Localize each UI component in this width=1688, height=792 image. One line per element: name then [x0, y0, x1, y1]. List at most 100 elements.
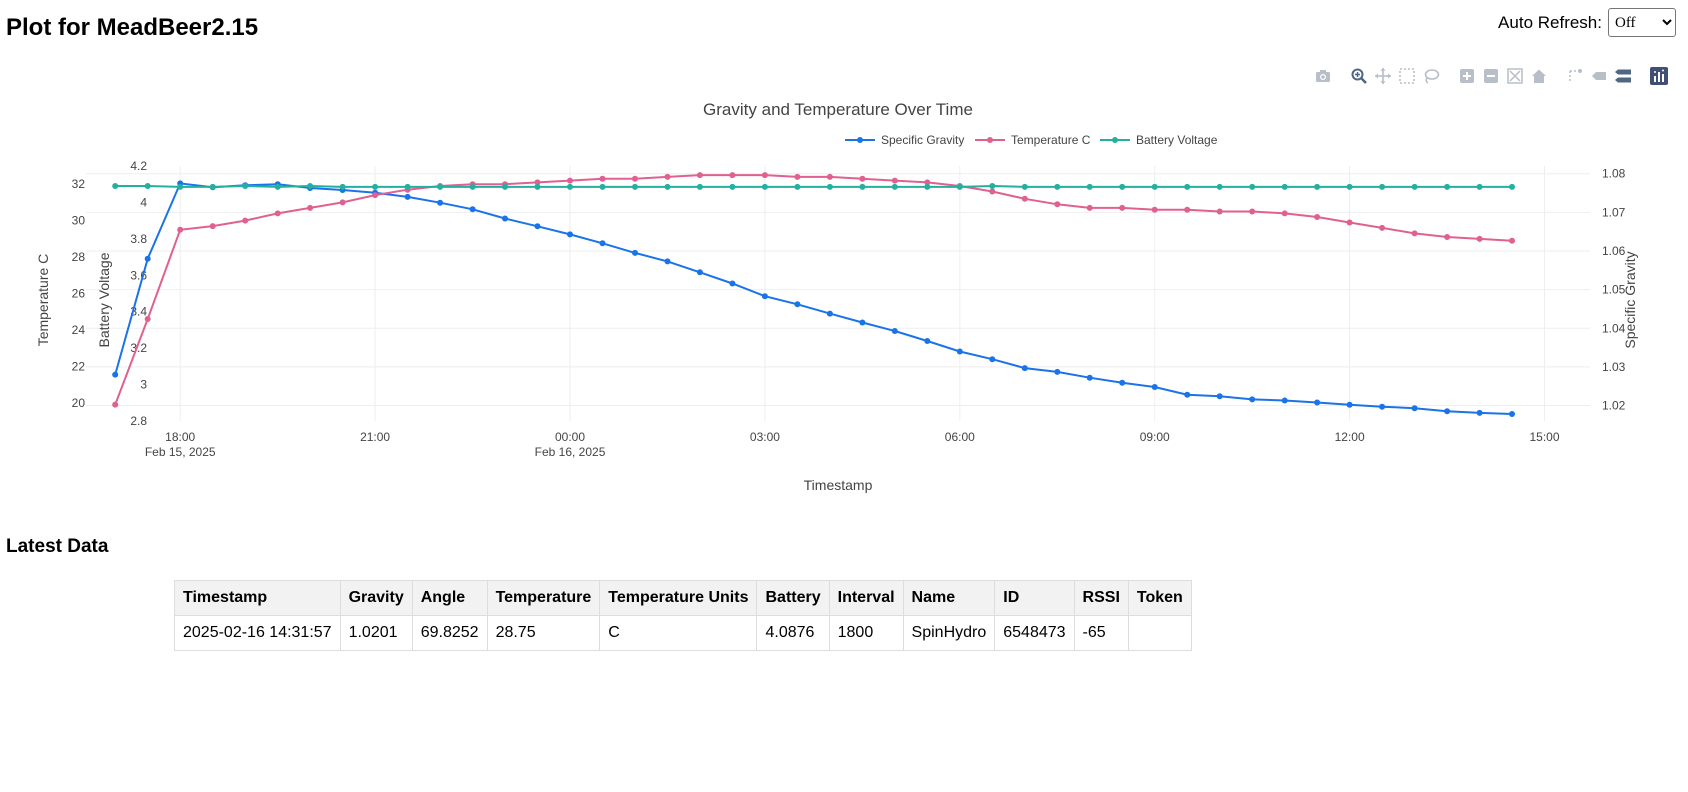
data-point	[696, 172, 703, 179]
data-point	[632, 183, 638, 190]
data-point	[1249, 208, 1256, 215]
data-point	[826, 173, 833, 180]
y-tick-label-gravity: 1.04	[1602, 321, 1626, 335]
data-point	[209, 183, 216, 190]
column-header: Gravity	[339, 580, 413, 616]
zoom-icon[interactable]	[1350, 67, 1368, 85]
x-tick-label: 21:00	[360, 430, 390, 444]
data-point	[112, 371, 119, 378]
data-point	[1379, 224, 1386, 231]
auto-refresh-select[interactable]: Off	[1608, 8, 1676, 37]
data-point	[956, 183, 963, 190]
zoom-out-icon[interactable]	[1482, 67, 1500, 85]
data-point	[242, 183, 249, 189]
y-tick-label-gravity: 1.05	[1602, 283, 1626, 297]
box-select-icon[interactable]	[1398, 67, 1416, 85]
column-header: Battery	[756, 580, 830, 616]
data-point	[339, 199, 346, 206]
data-point	[1086, 204, 1093, 211]
data-point	[1509, 237, 1515, 244]
data-point	[1119, 183, 1126, 190]
data-point	[1184, 183, 1191, 190]
data-point	[502, 215, 508, 222]
data-point	[209, 223, 216, 230]
autoscale-icon[interactable]	[1506, 67, 1524, 85]
table-cell: 4.0876	[756, 615, 830, 651]
zoom-in-icon[interactable]	[1458, 67, 1476, 85]
y-tick-label-temperature: 26	[72, 287, 86, 301]
chart-series	[112, 172, 1515, 417]
data-point	[1509, 183, 1515, 190]
data-point	[567, 183, 573, 190]
data-point	[1346, 401, 1353, 408]
camera-icon[interactable]	[1314, 67, 1332, 85]
column-header: Token	[1127, 580, 1192, 616]
pan-icon[interactable]	[1374, 67, 1392, 85]
data-point	[729, 183, 736, 190]
data-point	[1086, 374, 1093, 381]
data-point	[696, 183, 703, 190]
data-point	[1151, 384, 1158, 390]
data-point	[534, 183, 541, 190]
data-point	[632, 249, 638, 256]
table-cell: 1800	[828, 615, 904, 651]
reset-axes-icon[interactable]	[1530, 67, 1548, 85]
chart-grid	[86, 166, 1590, 421]
data-point	[891, 328, 898, 334]
y-tick-label-battery: 4	[140, 195, 147, 209]
data-point	[599, 175, 606, 182]
data-point	[307, 183, 314, 189]
series-line	[115, 184, 1512, 188]
data-point	[1346, 219, 1353, 226]
x-tick-label: 15:00	[1530, 430, 1560, 444]
data-point	[1379, 183, 1386, 190]
data-point	[794, 183, 801, 190]
data-point	[1249, 183, 1256, 190]
table-row: 2025-02-16 14:31:57 1.0201 69.8252 28.75 C 4.…	[174, 615, 1192, 651]
data-point	[924, 183, 931, 190]
column-header: Name	[902, 580, 996, 616]
data-point	[1151, 206, 1158, 213]
data-point	[1411, 230, 1418, 237]
x-tick-label: 12:00	[1335, 430, 1365, 444]
latest-data-title: Latest Data	[6, 536, 109, 557]
data-point	[1021, 365, 1028, 372]
y-tick-label-gravity: 1.08	[1602, 167, 1626, 181]
data-point	[989, 356, 996, 363]
data-point	[1411, 405, 1418, 412]
data-point	[534, 223, 541, 230]
data-point	[1281, 210, 1288, 217]
legend-label: Battery Voltage	[1136, 133, 1218, 147]
hover-compare-icon[interactable]	[1614, 67, 1632, 85]
data-point	[1444, 183, 1451, 190]
data-point	[761, 172, 768, 179]
data-point	[177, 183, 184, 190]
y-axis-title-gravity: Specific Gravity	[1622, 251, 1638, 348]
data-point	[404, 183, 411, 190]
plotly-logo-icon[interactable]	[1650, 67, 1668, 85]
data-point	[1184, 206, 1191, 213]
latest-data-table: Timestamp Gravity Angle Temperature Temperat…	[174, 580, 1192, 651]
data-point	[729, 280, 736, 287]
data-point	[437, 199, 444, 206]
data-point	[177, 226, 184, 233]
data-point	[1281, 397, 1288, 404]
data-point	[1184, 391, 1191, 398]
y-tick-label-temperature: 30	[72, 214, 86, 228]
y-tick-label-temperature: 28	[72, 250, 86, 264]
data-point	[372, 183, 379, 190]
data-point	[1281, 183, 1288, 190]
lasso-select-icon[interactable]	[1422, 67, 1440, 85]
data-point	[1086, 183, 1093, 190]
table-header-row: Timestamp Gravity Angle Temperature Temperat…	[174, 580, 1192, 616]
y-tick-label-gravity: 1.06	[1602, 244, 1626, 258]
data-point	[534, 179, 541, 186]
hover-closest-icon[interactable]	[1590, 67, 1608, 85]
data-point	[924, 338, 931, 344]
series-line	[114, 182, 1513, 415]
data-point	[1379, 403, 1386, 410]
y-tick-label-battery: 2.8	[130, 414, 147, 428]
chart-legend: Specific Gravity Temperature C Battery Vol…	[845, 133, 1218, 147]
spike-lines-icon[interactable]	[1566, 67, 1584, 85]
